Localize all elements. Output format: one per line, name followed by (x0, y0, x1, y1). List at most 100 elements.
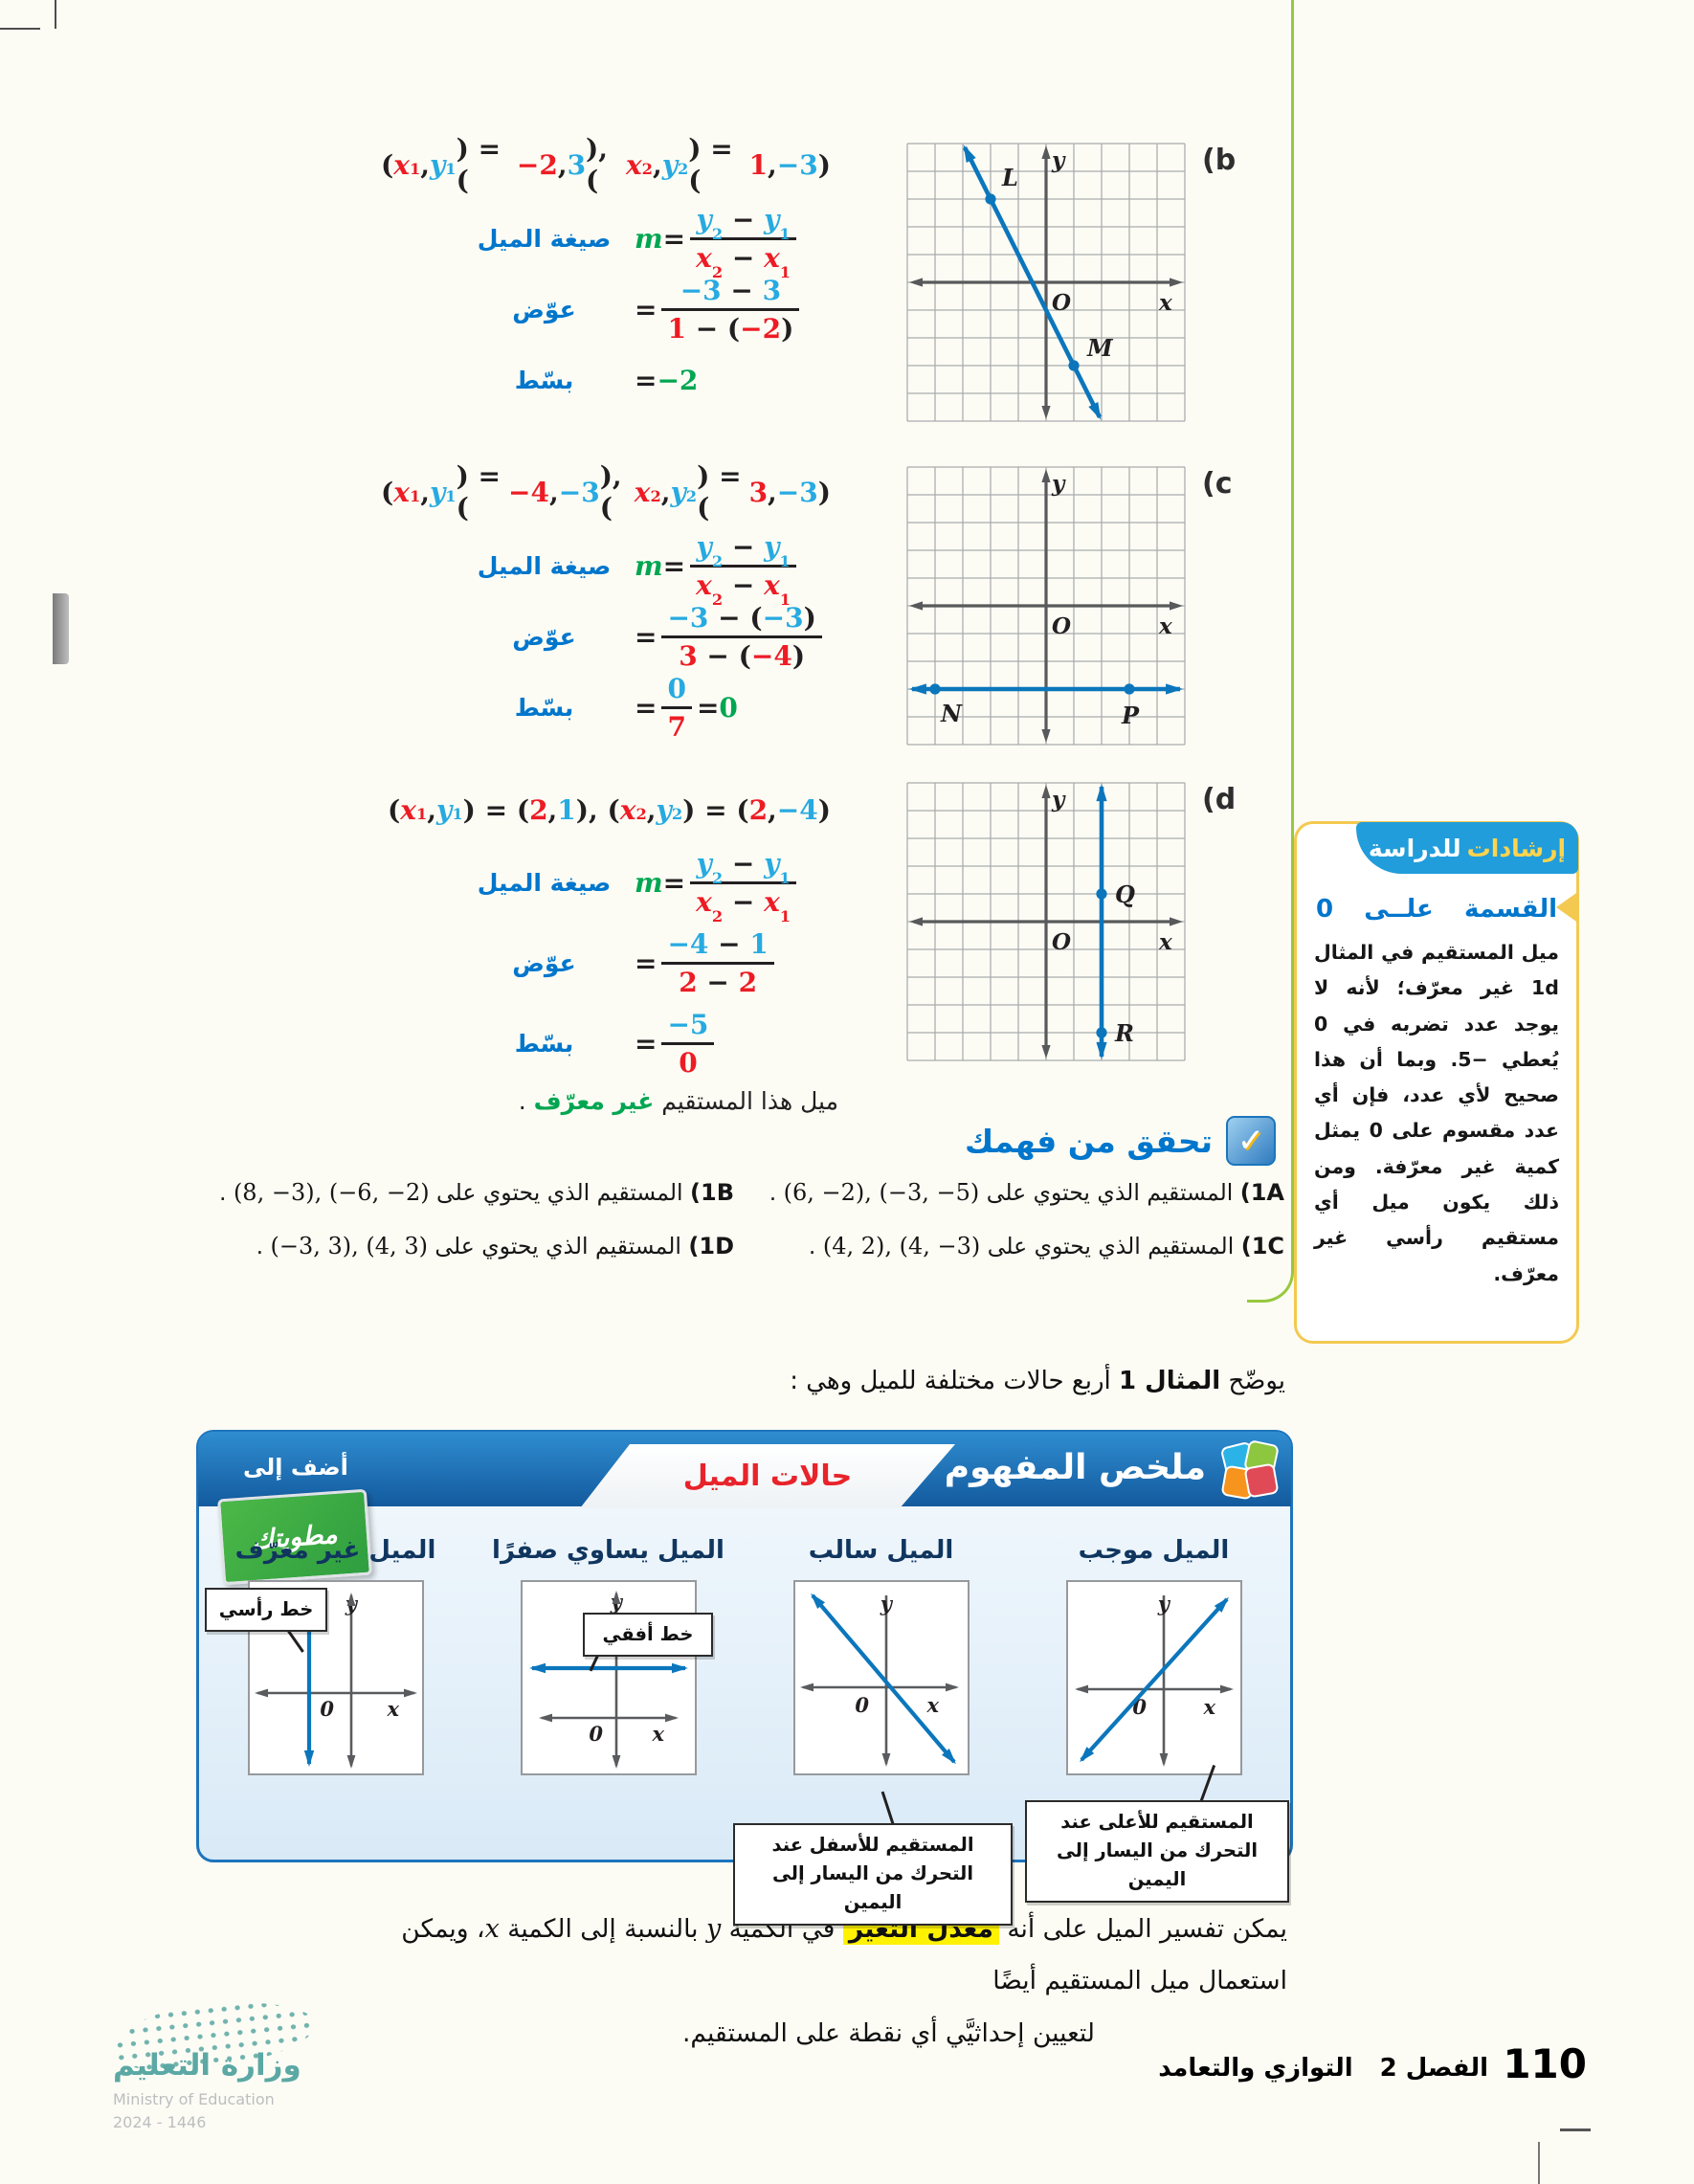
check-item: 1C) المستقيم الذي يحتوي على (4, 2), (4, … (808, 1233, 1284, 1259)
points-equation: (x 1, y 1) = (2, 1), (x 2, y 2) = (2, −4) (388, 793, 831, 826)
svg-text:y: y (1156, 1592, 1170, 1616)
equation: m = y2 − y1 x2 − x1 (635, 848, 801, 925)
equation-row: صيغة الميل m = y2 − y1 x2 − x1 (381, 842, 838, 925)
case-positive-slope: الميل موجب y 0 x المستقيم للأعلى عند الت… (1017, 1525, 1290, 1903)
callout-positive: المستقيم للأعلى عند التحرك من اليسار إلى… (1025, 1800, 1289, 1903)
svg-text:L: L (1001, 164, 1018, 191)
case-title: الميل غير معرّف (234, 1536, 436, 1565)
figure-tag-d: (d (1202, 783, 1237, 816)
equation: m = y2 − y1 x2 − x1 (635, 204, 801, 280)
case-title: الميل موجب (1078, 1536, 1230, 1565)
study-tip-box: إرشادات للدراسة القسمة علــى 0 ميل المست… (1294, 821, 1579, 1344)
case-title: الميل يساوي صفرًا (492, 1536, 724, 1565)
svg-text:x: x (925, 1693, 939, 1717)
svg-text:y: y (1051, 471, 1066, 497)
callout-negative: المستقيم للأسفل عند التحرك من اليسار إلى… (733, 1823, 1013, 1926)
graph-d: y x O Q R (905, 781, 1187, 1066)
crop-mark (0, 28, 40, 30)
example-part-b: (x 1, y 1) = (−2, 3), (x 2, y 2) = (1, −3) صي… (381, 133, 838, 415)
mini-graph-positive: y 0 x (1065, 1580, 1242, 1775)
svg-text:N: N (940, 700, 963, 727)
svg-text:y: y (879, 1592, 893, 1616)
check-understanding-header: تحقق من فهمك ✓ (965, 1116, 1276, 1166)
equation: = −3 − (−3) 3 − (−4) (635, 602, 827, 672)
callout-vertical-line: خط رأسي (205, 1588, 327, 1633)
concept-summary-icon (1219, 1439, 1280, 1501)
check-item: 1D) المستقيم الذي يحتوي على (−3, 3), (4,… (256, 1233, 734, 1259)
mini-graph-zero: y 0 x (520, 1580, 697, 1775)
crop-mark (1538, 2142, 1540, 2184)
example-section-rule (1247, 0, 1294, 1303)
svg-text:Q: Q (1115, 880, 1135, 908)
equation-step-label: صيغة الميل (477, 551, 612, 580)
equation-step-label: صيغة الميل (477, 224, 612, 253)
svg-text:O: O (1052, 613, 1071, 639)
closing-paragraph: يمكن تفسير الميل على أنه معدّل التغير في… (401, 1913, 1287, 2048)
concept-summary-box: ملخص المفهوم حالات الميل أضف إلى مطويتك … (196, 1430, 1293, 1926)
checkmark-icon: ✓ (1226, 1116, 1276, 1166)
equation-step-label: عوّض (512, 948, 576, 977)
svg-text:x: x (386, 1697, 399, 1721)
check-understanding-title: تحقق من فهمك (964, 1122, 1213, 1160)
svg-text:M: M (1086, 334, 1114, 362)
svg-text:R: R (1114, 1019, 1134, 1047)
add-to-label: أضف إلى (243, 1454, 348, 1481)
svg-text:0: 0 (320, 1697, 334, 1721)
mini-graph-negative: y 0 x (792, 1580, 970, 1775)
example-part-d: (x 1, y 1) = (2, 1), (x 2, y 2) = (2, −4) صي… (381, 785, 838, 1116)
equation-row: صيغة الميل m = y2 − y1 x2 − x1 (381, 203, 838, 280)
study-tip-banner: إرشادات للدراسة (1356, 822, 1578, 874)
concept-summary-title: ملخص المفهوم (944, 1448, 1206, 1487)
equation-step-label: عوّض (512, 295, 576, 323)
ministry-name-arabic: وزارة التعليم (113, 2048, 301, 2083)
equation-step-label: صيغة الميل (477, 868, 612, 897)
points-equation: (x 1, y 1) = (−2, 3), (x 2, y 2) = (1, −3) (381, 133, 831, 196)
check-item: 1B) المستقيم الذي يحتوي على (8, −3), (−6… (218, 1179, 734, 1206)
svg-text:x: x (1158, 929, 1172, 955)
undefined-slope-note: ميل هذا المستقيم غير معرّف . (518, 1087, 838, 1115)
callout-horizontal-line: خط أفقي (583, 1613, 713, 1658)
svg-text:x: x (1158, 613, 1172, 639)
figure-tag-c: (c (1202, 467, 1233, 501)
study-tip-body: ميل المستقيم في المثال 1d غير معرّف؛ لأن… (1314, 941, 1560, 1285)
svg-text:P: P (1121, 702, 1140, 729)
svg-text:0: 0 (855, 1693, 869, 1717)
example-part-c: (x 1, y 1) = (−4, −3), (x 2, y 2) = (3, −3) … (380, 460, 838, 743)
equation: = −2 (635, 364, 699, 396)
slope-cases-tab: حالات الميل (580, 1444, 955, 1508)
graph-b: y x O L M (905, 142, 1187, 427)
case-title: الميل سالب (808, 1536, 954, 1565)
equation-row: بسّط = −2 (381, 345, 838, 415)
points-equation: (x 1, y 1) = (−4, −3), (x 2, y 2) = (3, −3) (380, 460, 831, 524)
svg-text:0: 0 (589, 1722, 603, 1746)
svg-text:y: y (1051, 147, 1066, 173)
svg-text:O: O (1052, 290, 1071, 316)
ministry-name-english: Ministry of Education (113, 2090, 275, 2108)
check-understanding-items: 1A) المستقيم الذي يحتوي على (6, −2), (−3… (191, 1179, 1284, 1259)
equation: m = y2 − y1 x2 − x1 (635, 531, 801, 608)
check-item: 1A) المستقيم الذي يحتوي على (6, −2), (−3… (769, 1179, 1284, 1206)
svg-text:x: x (651, 1722, 664, 1746)
concept-intro-line: يوضّح المثال 1 أربع حالات مختلفة للميل و… (790, 1367, 1285, 1395)
study-tip-pointer-icon (1556, 891, 1579, 924)
chapter-footer: الفصل 2 التوازي والتعامد (1158, 2054, 1488, 2083)
equation-row: صيغة الميل m = y2 − y1 x2 − x1 (381, 530, 838, 608)
case-undefined-slope: الميل غير معرّف y 0 x خط رأسي (199, 1525, 472, 1860)
equation-row: بسّط = −5 0 (381, 1003, 838, 1083)
equation-step-label: بسّط (514, 1029, 574, 1058)
crop-mark (1560, 2128, 1591, 2131)
case-negative-slope: الميل سالب y 0 x المستقيم للأسفل عند الت… (733, 1525, 1017, 1926)
case-zero-slope: الميل يساوي صفرًا y 0 x خط أفقي (472, 1525, 745, 1860)
equation-row: عوّض = −3 − (−3) 3 − (−4) (381, 601, 838, 672)
svg-text:x: x (1202, 1695, 1215, 1719)
page-number: 110 (1503, 2040, 1587, 2087)
equation-step-label: بسّط (514, 366, 574, 394)
svg-text:O: O (1052, 929, 1071, 955)
equation: = −5 0 (635, 1009, 719, 1079)
